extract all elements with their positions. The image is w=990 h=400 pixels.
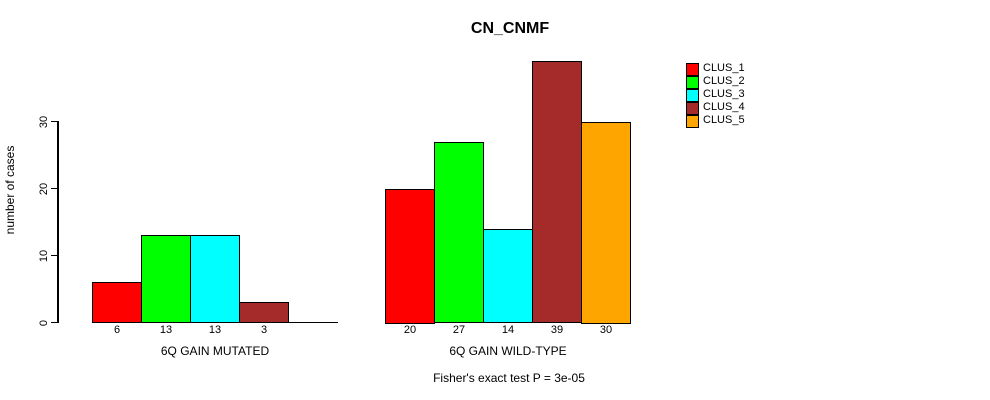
group-label: 6Q GAIN WILD-TYPE [449,344,567,358]
legend-swatch-clus_1 [686,62,699,76]
legend-label-clus_4: CLUS_4 [703,100,745,113]
legend-label-clus_3: CLUS_3 [703,87,745,100]
bar-value-label: 3 [260,324,268,336]
bar-value-label: 20 [403,324,417,336]
y-axis-line [57,121,59,323]
y-tick-label: 10 [38,249,50,262]
bar-clus_1-wildtype [385,188,435,324]
y-tick-mark [50,120,58,123]
bar-value-label: 13 [159,324,173,336]
y-tick-label: 0 [38,319,50,326]
y-tick-label: 20 [38,182,50,195]
chart-title: CN_CNMF [470,20,550,37]
bar-value-label: 30 [599,324,613,336]
y-tick-mark [50,187,58,190]
legend-swatch-clus_4 [686,101,699,115]
fisher-test-annotation: Fisher's exact test P = 3e-05 [433,371,585,385]
bar-value-label: 6 [113,324,121,336]
y-tick-label: 30 [38,115,50,128]
bar-clus_3-mutated [190,235,240,324]
bar-clus_1-mutated [92,282,142,324]
bar-clus_2-mutated [141,235,191,324]
bar-clus_2-wildtype [434,141,484,324]
legend-label-clus_2: CLUS_2 [703,74,745,87]
bar-value-label: 39 [550,324,564,336]
bar-clus_5-wildtype [581,121,631,324]
legend-label-clus_1: CLUS_1 [703,61,745,74]
legend-swatch-clus_3 [686,88,699,102]
bar-value-label: 27 [452,324,466,336]
legend-swatch-clus_5 [686,114,699,128]
bar-clus_4-mutated [239,302,289,324]
bar-value-label: 13 [208,324,222,336]
bar-clus_4-wildtype [532,61,582,324]
legend-label-clus_5: CLUS_5 [703,113,745,126]
y-tick-mark [50,321,58,324]
y-tick-mark [50,254,58,257]
y-axis-title: number of cases [3,145,17,235]
group-label: 6Q GAIN MUTATED [160,344,270,358]
bar-clus_3-wildtype [483,228,533,324]
legend-swatch-clus_2 [686,75,699,89]
bar-value-label: 14 [501,324,515,336]
